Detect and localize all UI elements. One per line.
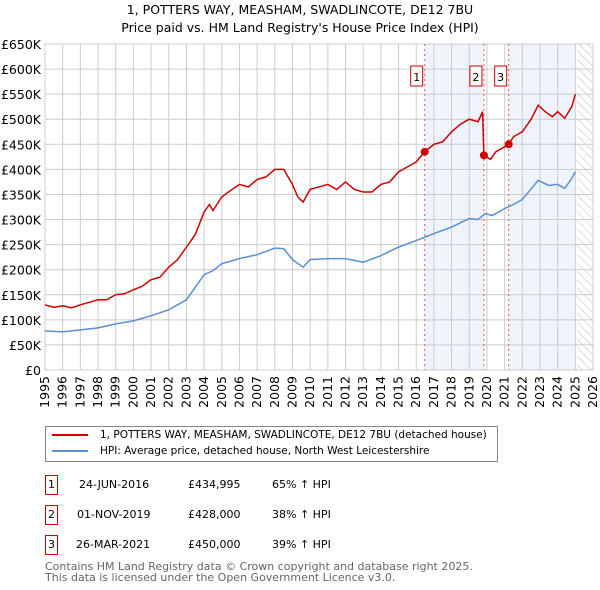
sale-point [504,140,513,149]
sale-marker-badge: 2 [45,505,58,525]
legend: 1, POTTERS WAY, MEASHAM, SWADLINCOTE, DE… [45,426,498,462]
y-tick-label: £500K [1,112,42,127]
x-tick-label: 2021 [497,376,512,408]
sale-row: 2 01-NOV-2019 £428,000 38% ↑ HPI [45,505,545,527]
x-tick-label: 2004 [196,376,211,408]
x-tick-label: 2017 [426,376,441,408]
sale-price: £434,995 [188,478,241,491]
sale-point [420,147,429,156]
x-tick-label: 2002 [161,376,176,408]
series-line [44,171,576,333]
x-tick-label: 1999 [108,376,123,408]
legend-swatch-property [52,434,88,436]
x-tick-label: 2025 [567,376,582,408]
sale-price: £450,000 [188,538,241,551]
sale-label-box [469,65,483,87]
x-tick-label: 1995 [37,376,52,408]
legend-swatch-hpi [52,450,88,452]
y-tick-label: £450K [1,137,42,152]
y-tick-label: £300K [1,213,42,228]
x-tick-label: 2005 [214,376,229,408]
legend-label-property: 1, POTTERS WAY, MEASHAM, SWADLINCOTE, DE… [100,429,487,441]
x-tick-label: 2020 [479,376,494,408]
y-tick-label: £400K [1,162,42,177]
y-tick-label: £150K [1,288,42,303]
sale-point [479,151,488,160]
x-tick-label: 2015 [391,376,406,408]
sale-marker-badge: 1 [45,475,58,495]
x-tick-label: 2022 [514,376,529,408]
x-tick-label: 2007 [249,376,264,408]
chart-title: 1, POTTERS WAY, MEASHAM, SWADLINCOTE, DE… [126,2,474,17]
sale-hpi-diff: 38% ↑ HPI [272,508,331,521]
sale-price: £428,000 [188,508,241,521]
x-tick-label: 2009 [284,376,299,408]
footer-copyright: Contains HM Land Registry data © Crown c… [45,560,473,573]
legend-label-hpi: HPI: Average price, detached house, Nort… [100,445,430,457]
sale-marker-badge: 3 [45,535,58,555]
sale-date: 01-NOV-2019 [77,508,151,521]
x-tick-label: 2003 [178,376,193,408]
sale-label: 1 [413,71,420,84]
plot-frame [44,43,594,371]
y-tick-label: £650K [1,37,42,52]
x-tick-label: 2019 [461,376,476,408]
shaded-period [424,44,484,370]
x-tick-label: 2018 [444,376,459,408]
x-tick-label: 2014 [373,376,388,408]
x-tick-label: 2000 [125,376,140,408]
x-tick-label: 1997 [72,376,87,408]
y-tick-label: £50K [9,338,42,353]
sale-label-box [494,65,508,87]
x-tick-label: 2024 [550,376,565,408]
y-tick-label: £350K [1,187,42,202]
chart-subtitle: Price paid vs. HM Land Registry's House … [121,20,479,35]
y-tick-label: £600K [1,62,42,77]
y-tick-label: £0 [25,363,41,378]
x-tick-label: 2016 [408,376,423,408]
x-tick-label: 2023 [532,376,547,408]
x-tick-label: 2012 [338,376,353,408]
x-tick-label: 1996 [55,376,70,408]
forecast-hatch [577,44,593,370]
footer-licence: This data is licensed under the Open Gov… [45,571,396,584]
sale-hpi-diff: 65% ↑ HPI [272,478,331,491]
shaded-period [508,44,577,370]
x-tick-label: 2001 [143,376,158,408]
y-tick-label: £250K [1,238,42,253]
y-tick-label: £200K [1,263,42,278]
sale-date: 26-MAR-2021 [76,538,151,551]
sale-label: 3 [497,71,504,84]
sale-label: 2 [472,71,479,84]
x-tick-label: 2006 [231,376,246,408]
y-tick-label: £550K [1,87,42,102]
x-tick-label: 1998 [90,376,105,408]
price-chart: £0 £50K £100K £150K £200K £250K £300K £350K £400… [1,37,600,408]
sale-row: 1 24-JUN-2016 £434,995 65% ↑ HPI [45,475,545,497]
sale-date: 24-JUN-2016 [79,478,150,491]
sale-label-box [410,65,424,87]
sale-row: 3 26-MAR-2021 £450,000 39% ↑ HPI [45,535,545,557]
x-tick-label: 2026 [585,376,600,408]
x-tick-label: 2011 [320,376,335,408]
series-line [44,93,577,309]
x-tick-label: 2010 [302,376,317,408]
sale-hpi-diff: 39% ↑ HPI [272,538,331,551]
y-tick-label: £100K [1,313,42,328]
x-tick-label: 2008 [267,376,282,408]
x-tick-label: 2013 [355,376,370,408]
